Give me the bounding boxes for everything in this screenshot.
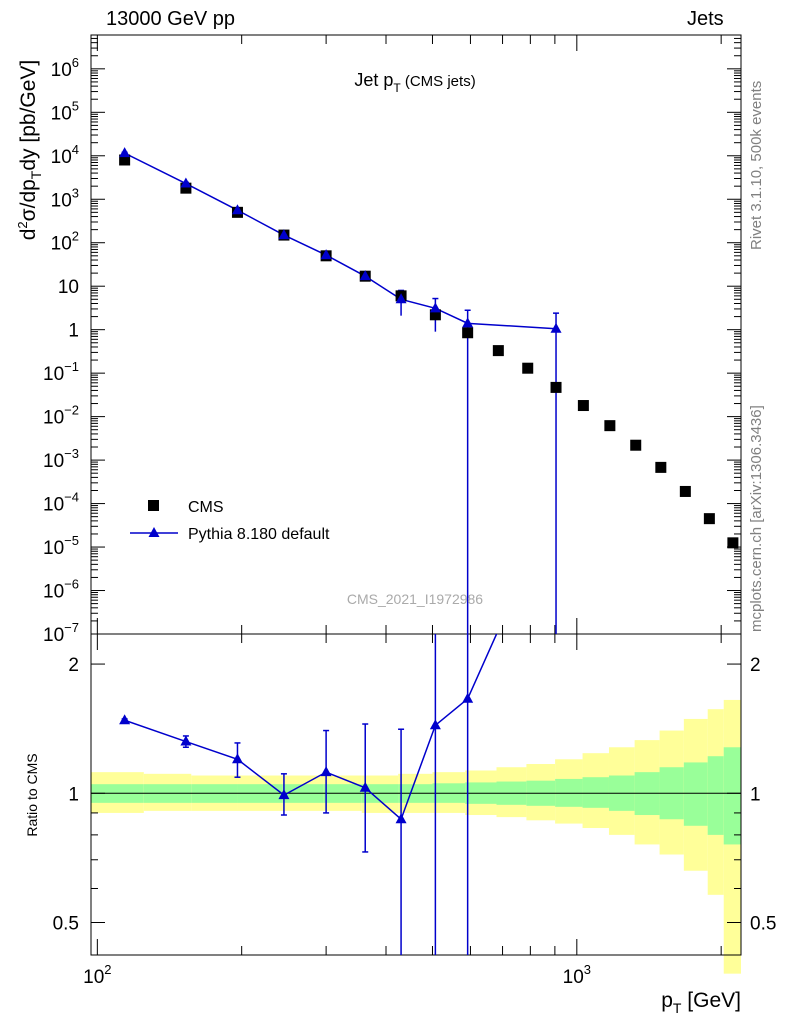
x-axis-label: pT [GeV] (661, 989, 741, 1016)
cms-data-point (180, 182, 192, 194)
ratio-data-point (429, 719, 441, 730)
main-y-tick-label: 10−1 (43, 359, 79, 385)
pythia-data-point (359, 270, 371, 281)
ratio-green-band (707, 756, 724, 835)
pythia-data-point (462, 317, 474, 328)
pythia-data-point (119, 147, 131, 158)
ratio-y-tick-label-left: 1 (68, 784, 79, 805)
main-y-tick-label: 10−3 (43, 446, 79, 472)
ratio-y-tick-label-right: 1 (750, 784, 761, 805)
cms-data-point (703, 513, 715, 525)
main-y-tick-label: 10−6 (43, 577, 79, 603)
cms-data-point (604, 420, 616, 432)
ratio-series-line (124, 634, 498, 821)
main-y-tick-label: 102 (51, 229, 79, 255)
analysis-category-label: Jets (687, 8, 724, 30)
ratio-data-point (359, 781, 371, 792)
main-y-tick-label: 10 (58, 277, 79, 298)
ratio-y-tick-label-right: 0.5 (750, 913, 776, 934)
cms-data-point (679, 485, 691, 497)
ratio-y-axis-label: Ratio to CMS (24, 753, 40, 836)
main-y-tick-label: 10−2 (43, 403, 79, 429)
pythia-data-point (395, 293, 407, 304)
cms-data-point (462, 327, 474, 339)
x-tick-label: 103 (563, 962, 591, 988)
ratio-y-tick-label-left: 2 (68, 655, 79, 676)
main-y-axis-label: d2σ/dpTdy [pb/GeV] (15, 60, 44, 241)
cms-data-point (727, 537, 739, 549)
ratio-data-point (180, 735, 192, 746)
main-y-tick-label: 10−4 (43, 490, 79, 516)
pythia-data-point (278, 229, 290, 240)
pythia-data-point (429, 302, 441, 313)
cms-data-point (550, 381, 562, 393)
cms-data-point (492, 345, 504, 357)
ratio-green-band (683, 762, 708, 826)
ratio-green-band (582, 777, 609, 808)
ratio-green-band (723, 747, 741, 845)
cms-data-point (429, 309, 441, 321)
pythia-series-line (124, 152, 557, 330)
ratio-data-point (119, 714, 131, 725)
ratio-y-tick-label-right: 2 (750, 655, 761, 676)
process-label: 13000 GeV pp (106, 8, 235, 30)
main-y-tick-label: 10−7 (43, 620, 79, 646)
main-y-tick-label: 103 (51, 185, 79, 211)
cms-data-point (655, 461, 667, 473)
ratio-data-point (320, 766, 332, 777)
cms-data-point (522, 362, 534, 374)
ratio-y-tick-label-left: 0.5 (53, 913, 79, 934)
main-y-tick-label: 1 (68, 321, 79, 342)
x-tick-label: 102 (83, 962, 111, 988)
main-y-tick-label: 105 (51, 98, 79, 124)
legend-label-pythia: Pythia 8.180 default (188, 526, 330, 543)
ratio-data-point (395, 813, 407, 824)
chart-title: Jet pT (CMS jets) (354, 70, 475, 95)
legend-marker-pythia (148, 527, 160, 537)
main-y-tick-label: 10−5 (43, 533, 79, 559)
ratio-data-point (278, 789, 290, 800)
pythia-data-point (180, 177, 192, 188)
main-plot-frame (90, 34, 742, 635)
cms-data-point (630, 439, 642, 451)
main-y-tick-label: 106 (51, 55, 79, 81)
pythia-data-point (320, 249, 332, 260)
pythia-data-point (231, 204, 243, 215)
ratio-plot-frame (90, 633, 742, 956)
legend-label-cms: CMS (188, 499, 224, 516)
ratio-data-point (462, 692, 474, 703)
legend-marker-cms (148, 500, 159, 511)
cms-data-point (119, 154, 131, 166)
pythia-data-point (550, 322, 562, 333)
cms-data-point (577, 400, 589, 412)
watermark-label: CMS_2021_I1972986 (347, 591, 483, 607)
ratio-data-point (231, 753, 243, 764)
main-y-tick-label: 104 (51, 142, 79, 168)
